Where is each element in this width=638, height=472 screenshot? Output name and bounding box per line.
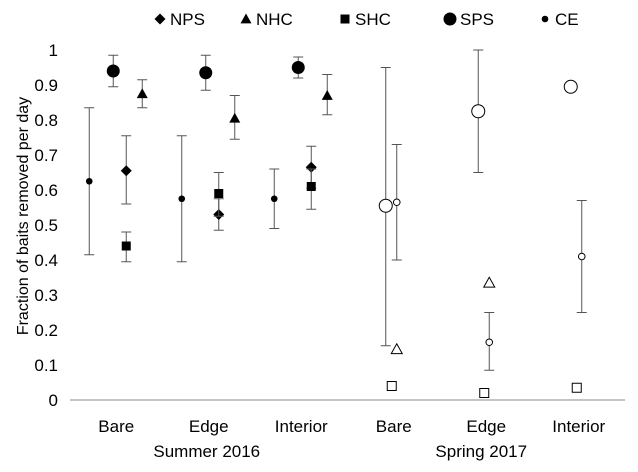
data-point-sps — [378, 198, 393, 213]
x-tick-label: Edge — [466, 417, 506, 436]
legend-label: NPS — [170, 10, 205, 29]
y-tick-label: 0 — [49, 391, 58, 410]
y-tick-label: 0.6 — [34, 181, 58, 200]
data-point-ce — [485, 338, 494, 347]
x-tick-label: Interior — [552, 417, 605, 436]
y-tick-label: 0.7 — [34, 146, 58, 165]
series-nps — [120, 135, 317, 231]
legend-item: NPS — [154, 10, 205, 29]
data-point-sps — [563, 79, 578, 94]
data-point-shc — [121, 241, 131, 251]
legend-item: SHC — [340, 10, 391, 29]
legend-marker-nhc — [240, 13, 252, 24]
data-point-sps — [199, 66, 213, 80]
legend-marker-sps — [443, 12, 457, 26]
legend-label: NHC — [256, 10, 293, 29]
y-tick-label: 1 — [49, 41, 58, 60]
data-point-ce — [178, 195, 186, 203]
group-labels: Summer 2016 Spring 2017 — [153, 442, 527, 461]
legend-item: NHC — [240, 10, 293, 29]
x-tick-label: Bare — [376, 417, 412, 436]
series-ce — [84, 107, 587, 371]
legend-label: CE — [555, 10, 579, 29]
data-point-shc — [479, 388, 490, 398]
group-label: Summer 2016 — [153, 442, 260, 461]
legend-item: SPS — [443, 10, 494, 29]
legend: NPS NHC SHC SPS CE — [154, 10, 579, 29]
y-tick-label: 0.5 — [34, 216, 58, 235]
y-tick-label: 0.8 — [34, 111, 58, 130]
category-labels: Bare Edge Interior Bare Edge Interior — [98, 417, 605, 436]
data-point-ce — [392, 198, 401, 207]
legend-marker-ce — [541, 15, 549, 23]
data-point-shc — [214, 189, 224, 198]
y-tick-label: 0.9 — [34, 76, 58, 95]
x-tick-label: Bare — [98, 417, 134, 436]
data-point-nhc — [482, 276, 496, 288]
series-shc — [121, 168, 582, 398]
y-tick-label: 0.2 — [34, 321, 58, 340]
data-point-nhc — [321, 90, 333, 100]
data-point-shc — [386, 381, 397, 391]
data-point-ce — [270, 195, 278, 203]
data-point-shc — [306, 182, 316, 191]
data-point-shc — [571, 382, 582, 393]
data-point-nhc — [390, 342, 404, 355]
data-point-nhc — [229, 112, 241, 123]
legend-marker-nps — [154, 13, 166, 25]
series-layer — [84, 49, 587, 398]
series-nhc — [136, 74, 496, 355]
y-tick-label: 0.3 — [34, 286, 58, 305]
series-sps — [106, 49, 578, 347]
y-tick-label: 0.4 — [34, 251, 58, 270]
group-label: Spring 2017 — [435, 442, 527, 461]
data-point-sps — [471, 104, 486, 119]
y-tick-label: 0.1 — [34, 356, 58, 375]
x-tick-label: Edge — [189, 417, 229, 436]
data-point-nhc — [136, 88, 148, 99]
legend-label: SPS — [460, 10, 494, 29]
x-tick-label: Interior — [275, 417, 328, 436]
legend-label: SHC — [355, 10, 391, 29]
data-point-sps — [291, 61, 305, 74]
data-point-sps — [106, 64, 120, 78]
data-point-ce — [577, 252, 586, 261]
y-axis-ticks: 0 0.1 0.2 0.3 0.4 0.5 0.6 0.7 0.8 0.9 1 — [34, 41, 58, 410]
legend-item: CE — [541, 10, 579, 29]
y-axis-title: Fraction of baits removed per day — [15, 97, 32, 335]
data-point-nps — [120, 165, 132, 177]
data-point-ce — [85, 177, 93, 185]
legend-marker-shc — [340, 14, 350, 24]
data-point-nps — [305, 161, 317, 173]
